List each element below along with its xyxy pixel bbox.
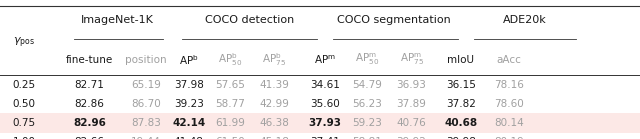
Text: 40.76: 40.76 xyxy=(397,118,426,128)
Text: 0.75: 0.75 xyxy=(13,118,36,128)
Text: 45.18: 45.18 xyxy=(259,137,289,139)
Text: 61.99: 61.99 xyxy=(216,118,245,128)
Text: position: position xyxy=(125,55,167,65)
Text: 37.98: 37.98 xyxy=(174,80,204,90)
Bar xyxy=(0,113,640,133)
Text: COCO detection: COCO detection xyxy=(205,15,294,25)
Text: 41.39: 41.39 xyxy=(259,80,289,90)
Text: AP$^\mathrm{m}_{50}$: AP$^\mathrm{m}_{50}$ xyxy=(355,52,379,67)
Text: ImageNet-1K: ImageNet-1K xyxy=(81,15,154,25)
Text: 56.23: 56.23 xyxy=(352,99,381,109)
Text: 82.96: 82.96 xyxy=(73,118,106,128)
Text: 87.83: 87.83 xyxy=(131,118,161,128)
Text: 82.71: 82.71 xyxy=(75,80,104,90)
Text: 42.14: 42.14 xyxy=(172,118,205,128)
Text: 41.48: 41.48 xyxy=(174,137,204,139)
Text: 61.50: 61.50 xyxy=(216,137,245,139)
Text: $\gamma_{\mathrm{pos}}$: $\gamma_{\mathrm{pos}}$ xyxy=(13,35,35,50)
Text: 42.99: 42.99 xyxy=(259,99,289,109)
Text: 78.16: 78.16 xyxy=(494,80,524,90)
Text: 0.50: 0.50 xyxy=(13,99,36,109)
Text: ADE20k: ADE20k xyxy=(503,15,547,25)
Text: AP$^\mathrm{b}$: AP$^\mathrm{b}$ xyxy=(179,53,198,67)
Text: 57.65: 57.65 xyxy=(216,80,245,90)
Text: 37.93: 37.93 xyxy=(308,118,342,128)
Text: AP$^\mathrm{m}_{75}$: AP$^\mathrm{m}_{75}$ xyxy=(399,52,424,67)
Text: aAcc: aAcc xyxy=(497,55,521,65)
Text: 65.19: 65.19 xyxy=(131,80,161,90)
Text: 54.79: 54.79 xyxy=(352,80,381,90)
Text: 58.81: 58.81 xyxy=(352,137,381,139)
Text: 40.68: 40.68 xyxy=(444,118,477,128)
Text: 34.61: 34.61 xyxy=(310,80,340,90)
Text: 86.70: 86.70 xyxy=(131,99,161,109)
Text: 58.77: 58.77 xyxy=(216,99,245,109)
Text: 37.82: 37.82 xyxy=(446,99,476,109)
Text: 59.23: 59.23 xyxy=(352,118,381,128)
Text: 80.19: 80.19 xyxy=(494,137,524,139)
Text: 82.86: 82.86 xyxy=(75,99,104,109)
Text: 37.89: 37.89 xyxy=(397,99,426,109)
Text: mIoU: mIoU xyxy=(447,55,474,65)
Text: 46.38: 46.38 xyxy=(259,118,289,128)
Text: 78.60: 78.60 xyxy=(494,99,524,109)
Text: 19.44: 19.44 xyxy=(131,137,161,139)
Text: 39.23: 39.23 xyxy=(174,99,204,109)
Text: 1.00: 1.00 xyxy=(13,137,36,139)
Text: 39.92: 39.92 xyxy=(397,137,426,139)
Text: 39.98: 39.98 xyxy=(446,137,476,139)
Text: 37.41: 37.41 xyxy=(310,137,340,139)
Text: 82.66: 82.66 xyxy=(75,137,104,139)
Text: AP$^\mathrm{m}$: AP$^\mathrm{m}$ xyxy=(314,54,336,66)
Text: AP$^\mathrm{b}_{75}$: AP$^\mathrm{b}_{75}$ xyxy=(262,51,286,68)
Text: COCO segmentation: COCO segmentation xyxy=(337,15,451,25)
Text: 36.15: 36.15 xyxy=(446,80,476,90)
Text: 35.60: 35.60 xyxy=(310,99,340,109)
Text: 36.93: 36.93 xyxy=(397,80,426,90)
Text: AP$^\mathrm{b}_{50}$: AP$^\mathrm{b}_{50}$ xyxy=(218,51,243,68)
Text: 80.14: 80.14 xyxy=(494,118,524,128)
Text: fine-tune: fine-tune xyxy=(66,55,113,65)
Text: 0.25: 0.25 xyxy=(13,80,36,90)
